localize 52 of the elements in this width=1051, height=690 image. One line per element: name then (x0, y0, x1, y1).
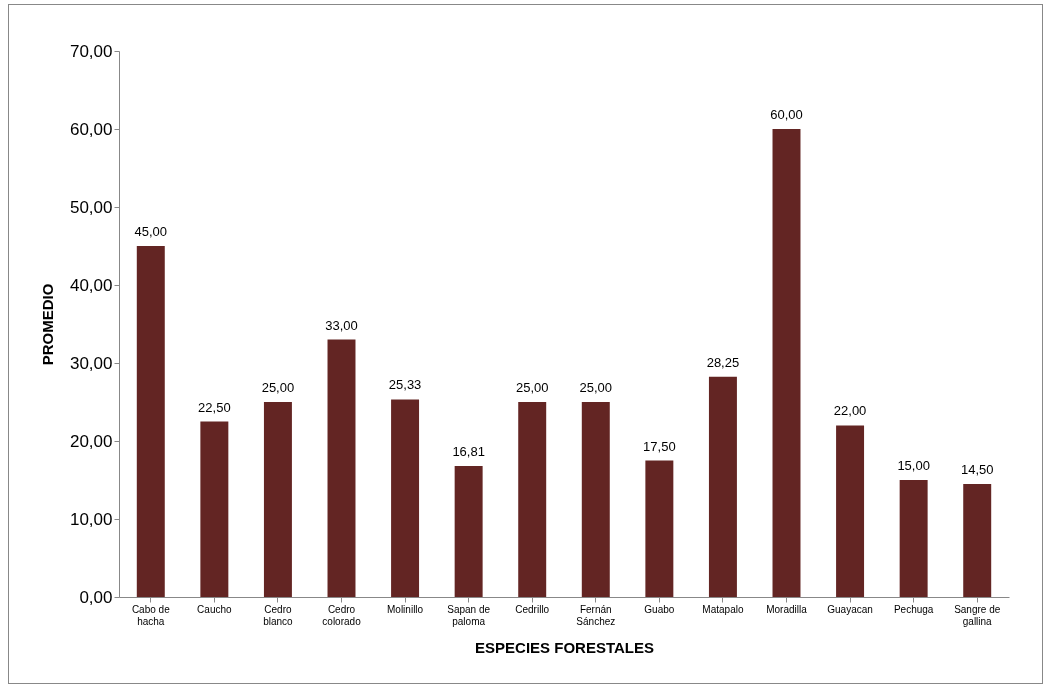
y-tick-label: 0,00 (79, 587, 113, 607)
x-tick-label: Sangre de gallina (954, 603, 1001, 627)
x-tick-label: Pechuga (893, 603, 934, 615)
x-tick-label: Caucho (197, 603, 233, 615)
data-label: 17,50 (643, 438, 676, 454)
data-label: 22,50 (198, 399, 231, 415)
x-tick-label: Fernán Sánchez (576, 603, 616, 627)
data-label: 28,25 (706, 354, 740, 370)
y-axis-title: PROMEDIO (38, 283, 56, 366)
y-tick-label: 60,00 (69, 119, 113, 139)
data-label: 22,00 (833, 403, 867, 419)
data-label: 25,00 (515, 380, 549, 395)
data-label: 15,00 (897, 458, 930, 473)
data-label: 16,81 (452, 443, 485, 459)
y-tick-label: 50,00 (69, 197, 113, 217)
x-tick-label: Molinillo (387, 603, 424, 615)
data-label: 60,00 (770, 107, 803, 122)
bar (899, 480, 928, 597)
bar (708, 376, 737, 597)
bar (518, 402, 547, 597)
x-tick-label: Cedro blanco (263, 603, 294, 627)
bar (391, 399, 420, 597)
y-tick-label: 20,00 (69, 431, 113, 451)
data-label: 14,50 (960, 461, 994, 477)
bar (836, 425, 865, 597)
bar (963, 483, 992, 597)
bar (645, 460, 674, 597)
bar (581, 402, 610, 597)
x-axis-title: ESPECIES FORESTALES (475, 638, 654, 656)
bar (263, 402, 292, 597)
x-tick-label: Cedro colorado (322, 603, 362, 627)
bar (327, 339, 356, 597)
y-tick-label: 10,00 (69, 509, 113, 529)
x-tick-label: Moradilla (766, 603, 808, 615)
data-label: 25,00 (579, 380, 613, 395)
x-tick-label: Matapalo (702, 603, 744, 615)
data-label: 45,00 (134, 224, 168, 239)
x-tick-label: Cedrillo (515, 603, 550, 615)
x-tick-label: Guayacan (827, 603, 873, 615)
x-tick-label: Cabo de hacha (131, 603, 171, 627)
data-label: 25,00 (261, 380, 295, 395)
x-tick-label: Sapan de paloma (447, 603, 491, 627)
bar (454, 465, 483, 597)
data-label: 25,33 (388, 377, 422, 393)
y-tick-label: 40,00 (69, 275, 113, 295)
bar (772, 129, 801, 597)
y-tick-label: 70,00 (69, 41, 113, 61)
bar (136, 246, 165, 597)
y-tick-label: 30,00 (69, 353, 113, 373)
data-label: 33,00 (325, 317, 358, 333)
x-tick-label: Guabo (644, 603, 675, 615)
bar (200, 421, 229, 597)
